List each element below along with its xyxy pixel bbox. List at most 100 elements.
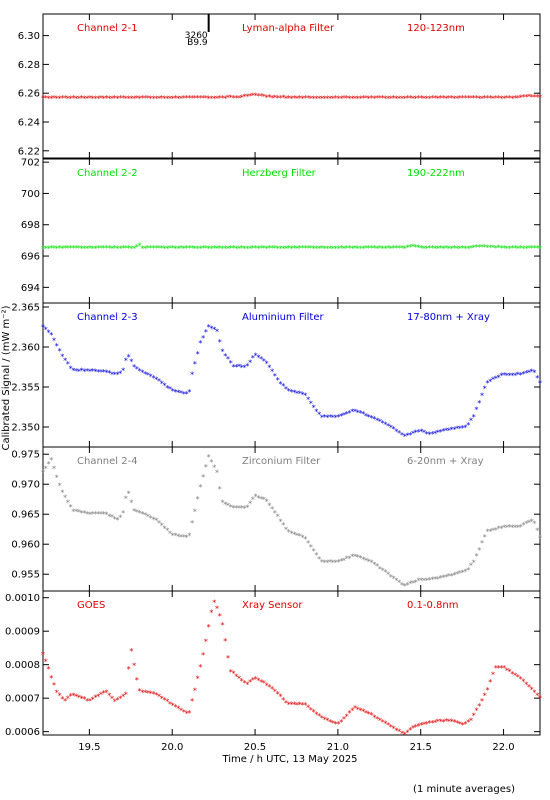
data-point: * bbox=[417, 94, 421, 103]
data-point: * bbox=[143, 688, 147, 697]
data-point: * bbox=[381, 94, 385, 103]
data-point: * bbox=[102, 510, 106, 519]
data-point: * bbox=[361, 94, 365, 103]
data-point: * bbox=[187, 388, 191, 397]
data-point: * bbox=[428, 719, 432, 728]
data-point: * bbox=[220, 94, 224, 103]
data-point: * bbox=[524, 369, 528, 378]
data-point: * bbox=[477, 243, 481, 252]
data-point: * bbox=[273, 94, 277, 103]
data-point: * bbox=[295, 701, 299, 710]
data-point: * bbox=[49, 456, 53, 465]
data-point: * bbox=[93, 94, 97, 103]
data-point: * bbox=[105, 511, 109, 520]
data-point: * bbox=[190, 519, 194, 528]
data-point: * bbox=[328, 558, 332, 567]
data-point: * bbox=[151, 374, 155, 383]
data-point: * bbox=[226, 654, 230, 663]
data-point: * bbox=[99, 510, 103, 519]
data-point: * bbox=[389, 95, 393, 104]
data-point: * bbox=[71, 691, 75, 700]
data-point: * bbox=[298, 389, 302, 398]
data-point: * bbox=[154, 94, 158, 103]
data-point: * bbox=[298, 94, 302, 103]
data-point: * bbox=[160, 94, 164, 103]
data-point: * bbox=[383, 94, 387, 103]
data-point: * bbox=[364, 412, 368, 421]
data-point: * bbox=[411, 430, 415, 439]
data-point: * bbox=[430, 244, 434, 253]
data-point: * bbox=[229, 244, 233, 253]
data-point: * bbox=[298, 244, 302, 253]
data-point: * bbox=[336, 413, 340, 422]
data-point: * bbox=[532, 244, 536, 253]
data-point: * bbox=[234, 672, 238, 681]
panel-label: Channel 2-1 bbox=[77, 23, 138, 34]
data-point: * bbox=[176, 705, 180, 714]
data-point: * bbox=[301, 94, 305, 103]
data-point: * bbox=[96, 95, 100, 104]
data-point: * bbox=[127, 490, 131, 499]
data-point: * bbox=[226, 244, 230, 253]
data-point: * bbox=[162, 696, 166, 705]
panel-label: Aluminium Filter bbox=[242, 312, 325, 323]
data-point: * bbox=[383, 568, 387, 577]
data-point: * bbox=[439, 244, 443, 253]
data-point: * bbox=[151, 244, 155, 253]
data-point: * bbox=[201, 244, 205, 253]
data-point: * bbox=[378, 418, 382, 427]
panel-label: 190-222nm bbox=[407, 168, 465, 179]
data-point: * bbox=[535, 244, 539, 253]
data-point: * bbox=[290, 244, 294, 253]
data-point: * bbox=[397, 728, 401, 737]
data-point: * bbox=[469, 562, 473, 571]
y-tick-label: 0.960 bbox=[11, 540, 40, 551]
data-point: * bbox=[325, 413, 329, 422]
data-point: * bbox=[292, 94, 296, 103]
data-point: * bbox=[447, 427, 451, 436]
data-point: * bbox=[364, 557, 368, 566]
data-point: * bbox=[513, 94, 517, 103]
data-point: * bbox=[196, 495, 200, 504]
data-point: * bbox=[135, 365, 139, 374]
data-point: * bbox=[538, 379, 542, 388]
data-point: * bbox=[174, 94, 178, 103]
panel-5: 0.0006 0.0007 0.0008 0.0009 0.0010 GOES Xray S… bbox=[5, 590, 542, 753]
data-point: * bbox=[336, 558, 340, 567]
data-point: * bbox=[265, 681, 269, 690]
y-tick-label: 0.955 bbox=[11, 570, 40, 581]
data-point: * bbox=[182, 533, 186, 542]
data-point: * bbox=[209, 325, 213, 334]
data-point: * bbox=[301, 701, 305, 710]
panel-2: 694 696 698 700 702 Channel 2-2 Herzberg Filte… bbox=[21, 158, 542, 304]
data-point: * bbox=[392, 724, 396, 733]
data-point: * bbox=[505, 523, 509, 532]
data-point: * bbox=[135, 676, 139, 685]
data-point: * bbox=[93, 368, 97, 377]
data-point: * bbox=[450, 718, 454, 727]
data-point: * bbox=[494, 94, 498, 103]
data-point: * bbox=[262, 244, 266, 253]
data-point: * bbox=[408, 580, 412, 589]
data-point: * bbox=[502, 94, 506, 103]
data-point: * bbox=[143, 244, 147, 253]
data-point: * bbox=[265, 244, 269, 253]
data-point: * bbox=[82, 244, 86, 253]
data-point: * bbox=[474, 706, 478, 715]
data-point: * bbox=[389, 423, 393, 432]
data-point: * bbox=[367, 413, 371, 422]
data-point: * bbox=[428, 576, 432, 585]
data-point: * bbox=[41, 650, 45, 659]
data-point: * bbox=[505, 371, 509, 380]
data-point: * bbox=[405, 729, 409, 738]
data-point: * bbox=[524, 244, 528, 253]
data-point: * bbox=[480, 392, 484, 401]
data-point: * bbox=[140, 688, 144, 697]
data-point: * bbox=[118, 369, 122, 378]
data-point: * bbox=[345, 712, 349, 721]
data-point: * bbox=[378, 94, 382, 103]
data-point: * bbox=[232, 94, 236, 103]
data-point: * bbox=[96, 244, 100, 253]
data-point: * bbox=[107, 369, 111, 378]
data-point: * bbox=[320, 414, 324, 423]
